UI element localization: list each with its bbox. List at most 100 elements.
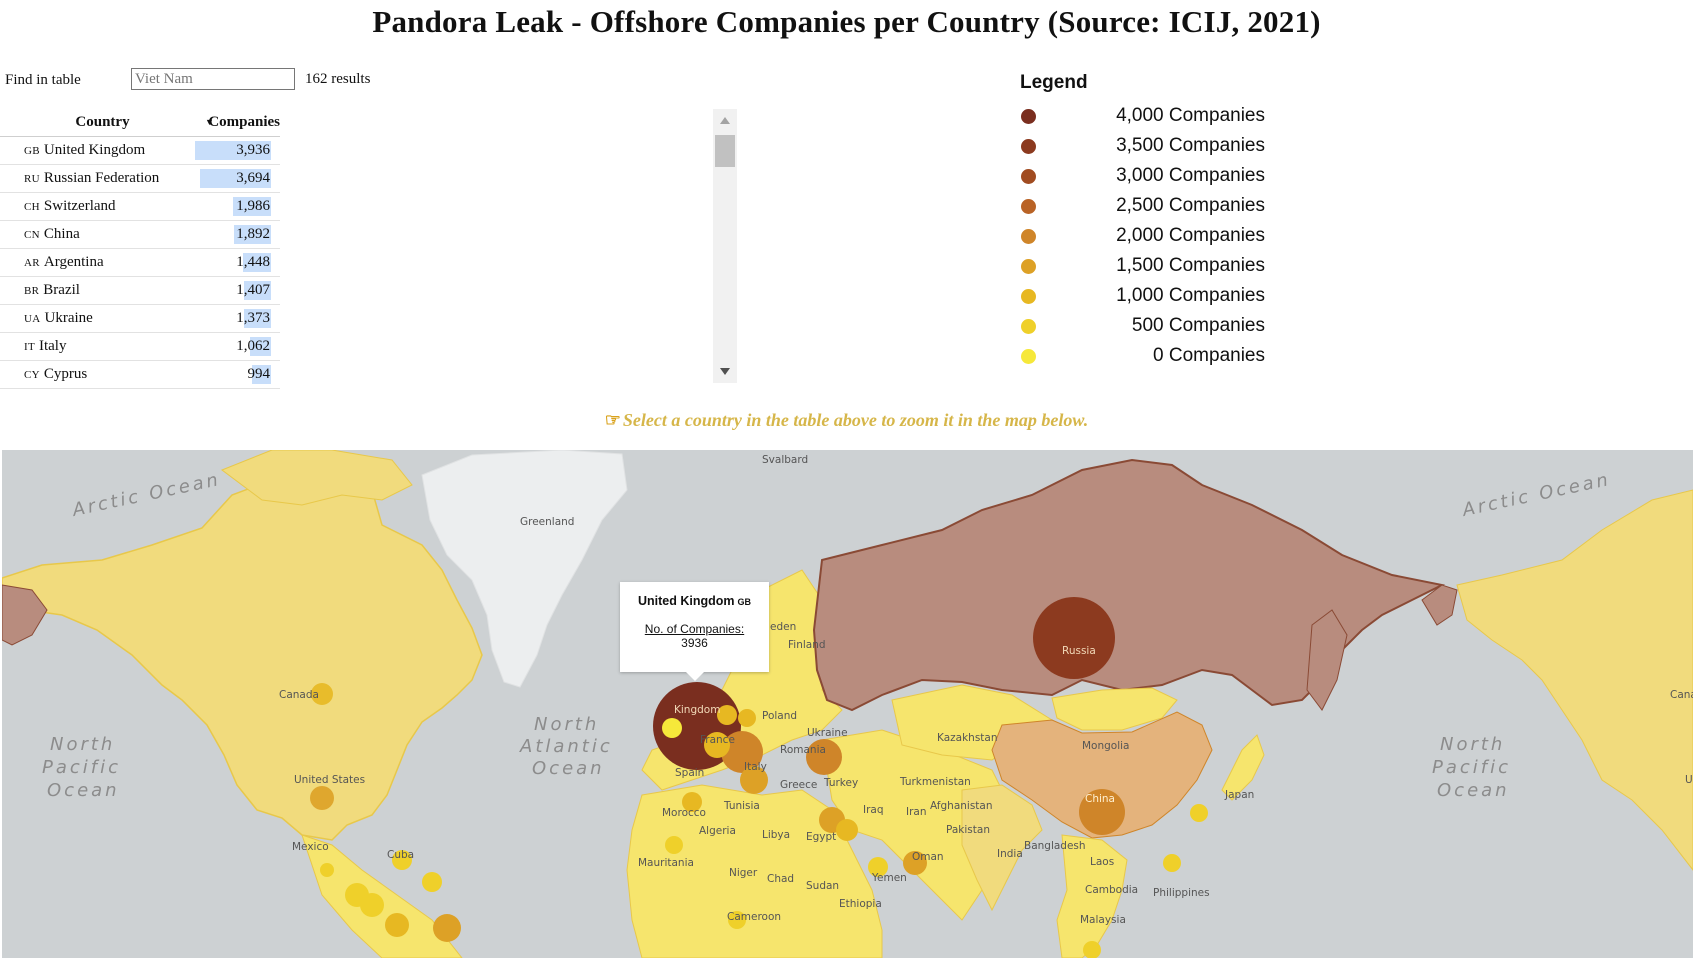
bubble-singapore[interactable] — [1083, 941, 1101, 958]
bubble-cuba[interactable] — [392, 850, 412, 870]
country-code: CH — [24, 201, 40, 213]
companies-value: 1,892 — [236, 226, 270, 242]
tooltip-value-line: No. of Companies: 3936 — [630, 622, 759, 650]
bubble-nigeria[interactable] — [728, 911, 746, 929]
bubble-hong-kong[interactable] — [1163, 854, 1181, 872]
table-row[interactable]: CY Cyprus 994 — [0, 361, 280, 389]
bubble-united-states[interactable] — [310, 786, 334, 810]
legend-label: 2,000 Companies — [1116, 225, 1265, 246]
bubble-israel[interactable] — [868, 857, 888, 877]
bubble-central-1[interactable] — [422, 872, 442, 892]
companies-cell[interactable]: 1,373 — [195, 309, 271, 328]
bubble-canada[interactable] — [311, 683, 333, 705]
label-canada-right: Cana — [1670, 689, 1693, 701]
table-row[interactable]: CH Switzerland 1,986 — [0, 193, 280, 221]
country-name: Argentina — [43, 254, 104, 270]
bubble-central-4[interactable] — [385, 913, 409, 937]
companies-column-header[interactable]: ▼ Companies — [205, 114, 280, 131]
label-france: France — [700, 734, 735, 746]
label-philippines: Philippines — [1153, 887, 1210, 899]
companies-cell[interactable]: 1,448 — [195, 253, 271, 272]
bubble-uae[interactable] — [903, 851, 927, 875]
companies-cell[interactable]: 1,986 — [195, 197, 271, 216]
map-canvas[interactable]: Arctic Ocean Arctic Ocean North Pacific … — [2, 450, 1693, 958]
companies-cell[interactable]: 3,694 — [195, 169, 271, 188]
table-row[interactable]: CN China 1,892 — [0, 221, 280, 249]
companies-value: 1,062 — [236, 338, 270, 354]
bubble-russia[interactable] — [1033, 597, 1115, 679]
bubble-france[interactable] — [704, 732, 730, 758]
legend: Legend 4,000 Companies 3,500 Companies 3,0… — [1020, 72, 1265, 372]
country-cell[interactable]: IT Italy — [0, 338, 195, 355]
atlantic-line2: Atlantic — [519, 736, 613, 757]
table-scrollbar[interactable] — [713, 109, 737, 383]
bubble-central-5[interactable] — [433, 914, 461, 942]
country-cell[interactable]: GB United Kingdom — [0, 142, 195, 159]
label-egypt: Egypt — [806, 831, 836, 843]
bubble-turkey[interactable] — [836, 819, 858, 841]
label-svalbard: Svalbard — [762, 454, 808, 466]
country-code: IT — [24, 341, 35, 353]
bubble-japan[interactable] — [1190, 804, 1208, 822]
country-cell[interactable]: CY Cyprus — [0, 366, 195, 383]
bubble-spain[interactable] — [682, 792, 702, 812]
bubble-switzerland[interactable] — [721, 731, 763, 773]
country-cell[interactable]: CH Switzerland — [0, 198, 195, 215]
table-row[interactable]: AR Argentina 1,448 — [0, 249, 280, 277]
companies-value: 1,373 — [236, 310, 270, 326]
search-input[interactable] — [131, 68, 295, 90]
value-bar — [233, 197, 271, 216]
value-bar — [200, 169, 271, 188]
companies-header-label: Companies — [208, 113, 280, 130]
country-cell[interactable]: UA Ukraine — [0, 310, 195, 327]
table-row[interactable]: IT Italy 1,062 — [0, 333, 280, 361]
scroll-up-icon[interactable] — [720, 117, 730, 124]
label-poland: Poland — [762, 710, 797, 722]
scroll-down-icon[interactable] — [720, 368, 730, 375]
label-russia: Russia — [1062, 645, 1096, 657]
country-cell[interactable]: RU Russian Federation — [0, 170, 195, 187]
table-row[interactable]: RU Russian Federation 3,694 — [0, 165, 280, 193]
label-yemen: Yemen — [871, 872, 907, 884]
legend-item: 500 Companies — [1020, 312, 1265, 342]
label-malaysia: Malaysia — [1080, 914, 1126, 926]
bubble-germany[interactable] — [738, 709, 756, 727]
instruction-hint: ☞ Select a country in the table above to … — [0, 410, 1693, 431]
label-mauritania: Mauritania — [638, 857, 694, 869]
bubble-layer — [310, 597, 1208, 958]
companies-cell[interactable]: 1,062 — [195, 337, 271, 356]
bubble-netherlands[interactable] — [717, 705, 737, 725]
bubble-mexico[interactable] — [320, 863, 334, 877]
companies-value: 3,694 — [236, 170, 270, 186]
bubble-ireland[interactable] — [662, 718, 682, 738]
tooltip-title: United Kingdom GB — [630, 594, 759, 608]
bubble-central-3[interactable] — [360, 893, 384, 917]
bubble-china[interactable] — [1079, 789, 1125, 835]
table-row[interactable]: UA Ukraine 1,373 — [0, 305, 280, 333]
legend-item: 4,000 Companies — [1020, 102, 1265, 132]
country-name: Cyprus — [43, 366, 88, 382]
table-row[interactable]: GB United Kingdom 3,936 — [0, 137, 280, 165]
label-ukraine: Ukraine — [807, 727, 848, 739]
alaska-right-brown-shape — [1421, 584, 1458, 626]
country-cell[interactable]: CN China — [0, 226, 195, 243]
world-map[interactable]: Arctic Ocean Arctic Ocean North Pacific … — [2, 450, 1693, 958]
map-tooltip: United Kingdom GB No. of Companies: 3936 — [620, 582, 769, 681]
scrollbar-thumb[interactable] — [715, 135, 735, 167]
companies-cell[interactable]: 3,936 — [195, 141, 271, 160]
greenland-shape — [421, 450, 628, 688]
bubble-italy[interactable] — [740, 766, 768, 794]
bubble-morocco[interactable] — [665, 836, 683, 854]
value-bar — [244, 281, 271, 300]
japan-shape — [1221, 734, 1265, 801]
alaska-east-russia-shape — [2, 584, 48, 646]
country-column-header[interactable]: Country — [75, 113, 130, 130]
country-cell[interactable]: BR Brazil — [0, 282, 195, 299]
bubble-ukraine[interactable] — [806, 739, 842, 775]
companies-cell[interactable]: 1,892 — [195, 225, 271, 244]
country-cell[interactable]: AR Argentina — [0, 254, 195, 271]
table-row[interactable]: BR Brazil 1,407 — [0, 277, 280, 305]
legend-item: 3,500 Companies — [1020, 132, 1265, 162]
companies-cell[interactable]: 1,407 — [195, 281, 271, 300]
companies-cell[interactable]: 994 — [195, 365, 271, 384]
